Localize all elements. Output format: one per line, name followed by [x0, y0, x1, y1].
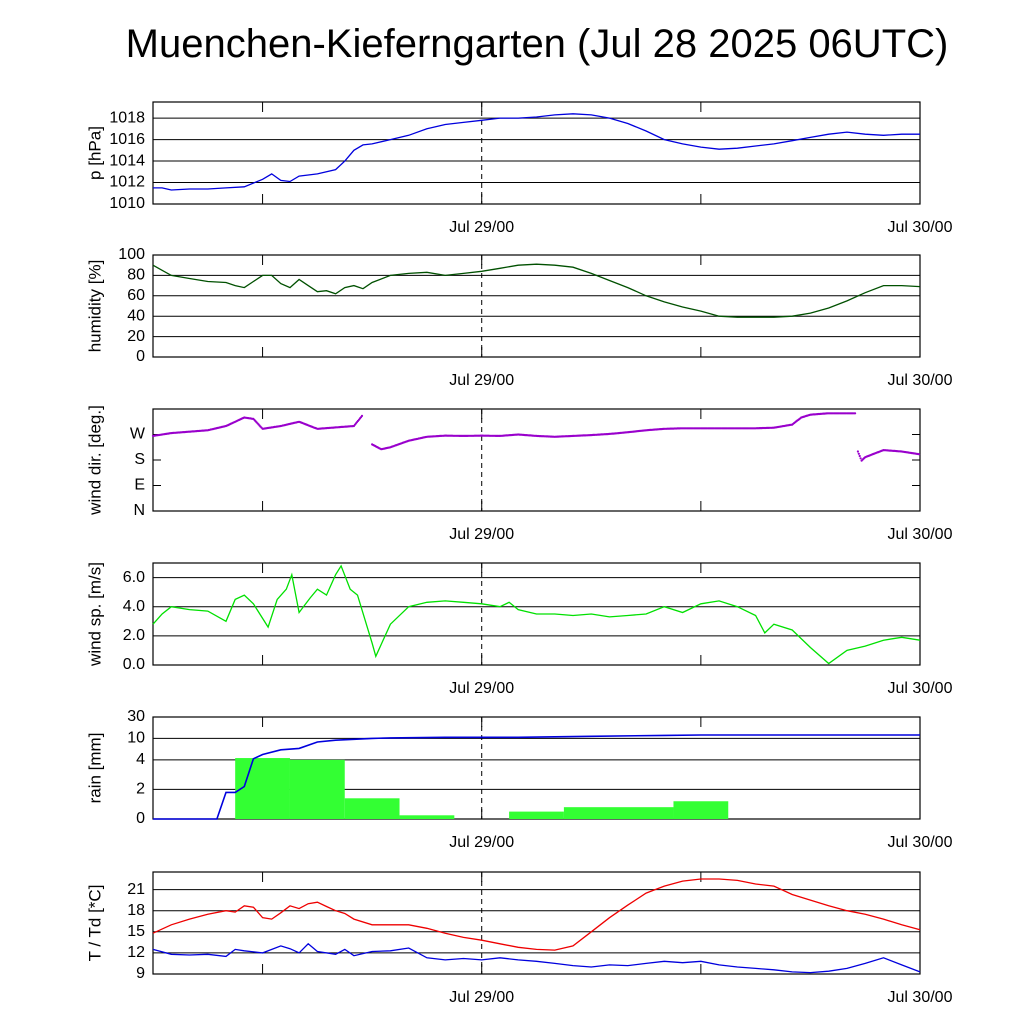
plot-frame	[152, 408, 921, 512]
x-tick-label: Jul 30/00	[888, 526, 953, 543]
y-axis-label: T / Td [*C]	[85, 885, 104, 962]
rain-cumulative-line	[153, 734, 920, 820]
plot-frame	[152, 254, 921, 358]
y-tick-label: 30	[127, 708, 145, 725]
y-tick-label: 2.0	[123, 627, 145, 644]
y-tick-label: 0	[136, 348, 145, 365]
wind-direction-point	[917, 453, 921, 456]
y-axis-label: wind sp. [m/s]	[85, 562, 104, 667]
panel-wind-speed: 0.0 2.0 4.0 6.0 Jul 29/00 Jul 30/00 wind sp. […	[85, 562, 952, 697]
wind-direction-point	[854, 412, 857, 415]
y-tick-label: 1010	[109, 195, 145, 212]
x-tick-label: Jul 30/00	[888, 372, 953, 389]
y-tick-label: 12	[127, 944, 145, 961]
y-tick-label: 9	[136, 965, 145, 982]
y-tick-label: 1018	[109, 109, 145, 126]
page-title: Muenchen-Kieferngarten (Jul 28 2025 06UT…	[125, 22, 949, 66]
humidity-line	[152, 263, 921, 318]
y-tick-label: 21	[127, 881, 145, 898]
x-tick-label: Jul 30/00	[888, 219, 953, 236]
y-axis-label: rain [mm]	[85, 733, 104, 804]
rain-bar	[235, 758, 290, 819]
y-tick-label: N	[133, 502, 145, 519]
y-tick-label: 2	[136, 781, 145, 798]
rain-bar	[563, 807, 674, 819]
wind-direction-point	[856, 450, 860, 453]
y-axis-label: humidity [%]	[85, 260, 104, 353]
rain-bar	[673, 801, 729, 819]
y-tick-label: 20	[127, 328, 145, 345]
pressure-line	[153, 113, 920, 191]
y-tick-label: 40	[127, 307, 145, 324]
temperature-line	[152, 878, 921, 951]
plot-frame	[152, 562, 921, 666]
y-tick-label: 60	[127, 287, 145, 304]
y-tick-label: W	[130, 426, 146, 443]
x-tick-label: Jul 29/00	[449, 526, 514, 543]
y-tick-label: 0	[136, 810, 145, 827]
wind-direction-point	[360, 414, 364, 417]
x-tick-label: Jul 30/00	[888, 989, 953, 1006]
y-tick-label: 4	[136, 751, 145, 768]
x-tick-label: Jul 29/00	[449, 989, 514, 1006]
panel-humidity: 0 20 40 60 80 100 Jul 29/00 Jul 30/00 humidity […	[85, 246, 952, 389]
rain-bar	[344, 798, 400, 819]
y-tick-label: 15	[127, 923, 145, 940]
panel-pressure: 1010 1012 1014 1016 1018 Jul 29/00 Jul 30/00 p …	[85, 101, 953, 236]
wind-direction-point	[857, 452, 860, 455]
y-tick-label: 100	[118, 246, 145, 263]
y-tick-label: 0.0	[123, 656, 145, 673]
x-tick-label: Jul 29/00	[449, 680, 514, 697]
y-tick-label: 1012	[109, 174, 145, 191]
x-tick-label: Jul 30/00	[888, 680, 953, 697]
wind-speed-line	[152, 564, 921, 665]
y-tick-label: 6.0	[123, 569, 145, 586]
panel-temperature: 9 12 15 18 21 Jul 29/00 Jul 30/00 T / Td [*C]	[85, 871, 953, 1006]
y-axis-label: wind dir. [deg.]	[85, 405, 104, 516]
x-tick-label: Jul 30/00	[888, 834, 953, 851]
x-tick-label: Jul 29/00	[449, 372, 514, 389]
plot-frame	[152, 871, 921, 975]
y-tick-label: 80	[127, 267, 145, 284]
y-tick-label: 10	[127, 730, 145, 747]
y-tick-label: 18	[127, 902, 145, 919]
wind-direction-point	[858, 454, 861, 458]
y-tick-label: 4.0	[123, 598, 145, 615]
x-tick-label: Jul 29/00	[449, 834, 514, 851]
y-tick-label: S	[134, 451, 145, 468]
y-tick-label: 1014	[109, 152, 145, 169]
dewpoint-line	[152, 942, 921, 974]
rain-bar	[509, 811, 564, 819]
y-tick-label: E	[134, 477, 145, 494]
wind-direction-point	[859, 457, 862, 460]
y-axis-label: p [hPa]	[85, 126, 104, 180]
rain-bar	[399, 815, 455, 819]
panel-rain: 0 2 4 10 30 Jul 29/00 Jul 30/00 rain [mm]	[85, 708, 952, 851]
rain-bar	[289, 759, 345, 819]
y-tick-label: 1016	[109, 131, 145, 148]
x-tick-label: Jul 29/00	[449, 219, 514, 236]
plot-frame	[152, 101, 921, 205]
